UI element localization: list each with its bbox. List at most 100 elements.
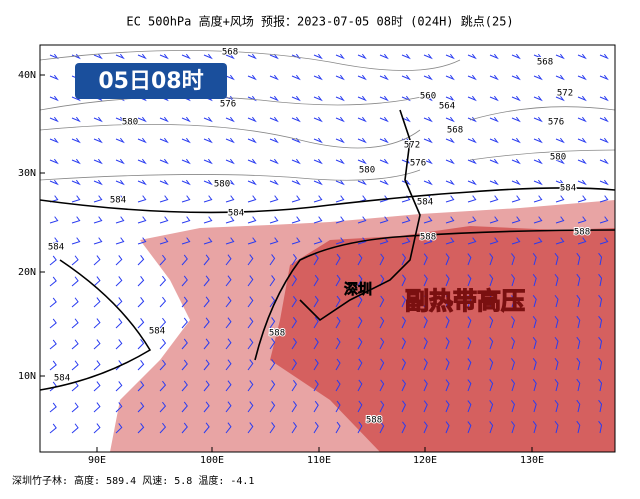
barb: [533, 95, 543, 102]
barb: [423, 137, 433, 144]
barb: [225, 74, 235, 81]
barb: [467, 158, 477, 165]
barb: [93, 381, 101, 392]
barb: [93, 360, 101, 371]
barb: [445, 195, 455, 203]
barb: [554, 420, 559, 434]
barb: [511, 337, 515, 350]
barb: [225, 422, 232, 434]
barb: [291, 254, 298, 266]
barb: [445, 421, 450, 434]
barb: [291, 359, 298, 371]
barb: [445, 253, 450, 266]
contour-label: 584: [560, 184, 576, 194]
barb: [576, 357, 581, 371]
barb: [269, 359, 276, 371]
barb: [423, 274, 428, 287]
barb: [423, 237, 433, 245]
contour-label: 576: [410, 159, 426, 169]
barb: [555, 95, 565, 102]
barb: [423, 295, 428, 308]
barb: [357, 400, 363, 413]
contour-label: 560: [420, 92, 436, 102]
barb: [511, 158, 521, 165]
barb: [335, 337, 341, 350]
barb: [225, 317, 232, 329]
system-label: 副热带高压: [405, 287, 525, 315]
barb: [181, 380, 188, 392]
wind-barbs: [49, 53, 609, 434]
barb: [445, 295, 450, 308]
barb: [576, 273, 581, 287]
barb: [379, 316, 385, 329]
barb: [49, 179, 59, 186]
barb: [335, 216, 345, 224]
barb: [93, 276, 101, 287]
barb: [313, 295, 319, 308]
barb: [269, 254, 276, 266]
barb: [291, 422, 298, 434]
barb: [467, 379, 472, 392]
barb: [576, 315, 581, 329]
contour-label: 568: [222, 48, 238, 58]
barb: [137, 137, 147, 144]
barb: [467, 95, 477, 102]
barb: [93, 297, 101, 308]
barb: [445, 53, 455, 60]
barb: [49, 95, 59, 102]
barb: [532, 358, 537, 371]
barb: [467, 237, 477, 245]
barb: [577, 137, 587, 144]
contour-label: 584: [417, 198, 433, 208]
barb: [401, 216, 411, 224]
barb: [445, 158, 455, 165]
barb: [533, 179, 543, 186]
barb: [335, 400, 341, 413]
barb: [467, 400, 472, 413]
barb: [159, 116, 169, 123]
barb: [137, 401, 145, 413]
barb: [401, 95, 411, 102]
barb: [115, 297, 123, 308]
barb: [225, 116, 235, 123]
frame: [39, 44, 616, 453]
contour-label: 572: [557, 89, 573, 99]
barb: [203, 137, 213, 144]
barb: [577, 116, 587, 123]
barb: [357, 274, 363, 287]
barb: [555, 179, 565, 186]
barb: [269, 296, 276, 308]
barb: [181, 317, 188, 329]
barb: [577, 95, 587, 102]
barb: [445, 316, 450, 329]
barb: [335, 116, 345, 123]
barb: [423, 116, 433, 123]
barb: [554, 315, 559, 329]
barb: [577, 216, 587, 224]
barb: [379, 74, 389, 81]
contour-label: 572: [404, 141, 420, 151]
barb: [225, 338, 232, 350]
barb: [269, 74, 279, 81]
barb: [49, 360, 57, 371]
barb: [247, 380, 254, 392]
barb: [576, 399, 581, 413]
barb: [313, 337, 319, 350]
barb: [554, 273, 559, 287]
barb: [554, 252, 559, 266]
barb: [313, 379, 319, 392]
barb: [71, 216, 81, 224]
barb: [115, 255, 123, 266]
barb: [533, 158, 543, 165]
barb: [467, 316, 472, 329]
barb: [137, 317, 145, 329]
barb: [181, 216, 191, 224]
barb: [137, 195, 147, 203]
barb: [357, 237, 367, 245]
barb: [576, 420, 581, 434]
lat-label: 10N: [18, 371, 36, 382]
barb: [379, 237, 389, 245]
barb: [137, 158, 147, 165]
main-contours: [40, 109, 615, 391]
barb: [511, 116, 521, 123]
